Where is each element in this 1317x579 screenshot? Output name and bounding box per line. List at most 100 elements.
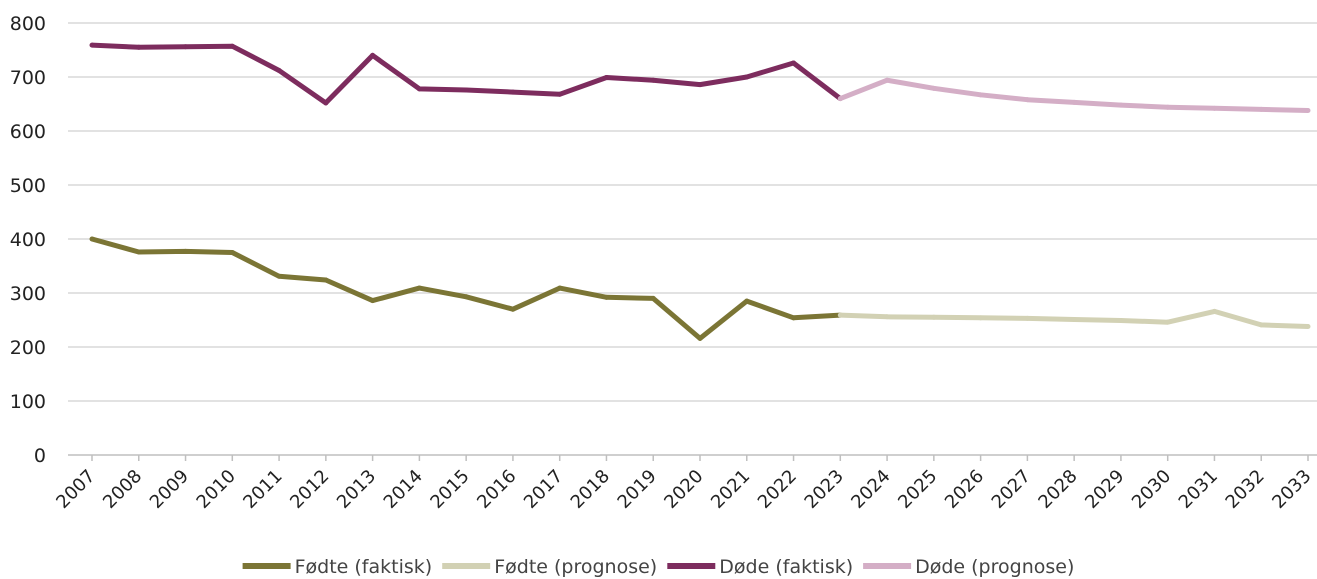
gridlines [68, 22, 1317, 402]
data-point [510, 306, 516, 312]
series-line-d-de-prognose [839, 77, 1309, 113]
data-point [1024, 97, 1030, 103]
legend-item: Fødte (faktisk) [242, 556, 433, 578]
data-point [837, 96, 843, 102]
y-tick-label: 100 [10, 391, 46, 413]
x-tick-label: 2008 [99, 466, 146, 513]
x-tick-label: 2025 [894, 466, 941, 513]
x-tick-label: 2024 [847, 466, 894, 513]
data-point [1305, 323, 1311, 329]
data-point [1305, 107, 1311, 113]
data-point [603, 294, 609, 300]
x-axis: 2007 2008 2009 2010 2011 2012 2013 2014 2015 2016… [52, 454, 1317, 513]
y-tick-label: 700 [10, 67, 46, 89]
data-point [1258, 106, 1264, 112]
data-point [884, 77, 890, 83]
legend: Fødte (faktisk) Fødte (prognose) Døde (fak… [242, 556, 1074, 578]
data-point [1118, 102, 1124, 108]
x-tick-label: 2031 [1175, 466, 1222, 513]
data-point [791, 60, 797, 66]
data-point [416, 285, 422, 291]
data-point [978, 92, 984, 98]
legend-label: Fødte (prognose) [494, 556, 657, 578]
data-point [89, 236, 95, 242]
y-tick-label: 800 [10, 13, 46, 35]
x-tick-label: 2009 [146, 466, 193, 513]
data-point [1211, 105, 1217, 111]
data-point [276, 273, 282, 279]
data-point [697, 335, 703, 341]
x-tick-label: 2029 [1081, 466, 1128, 513]
x-tick-label: 2028 [1034, 466, 1081, 513]
y-tick-label: 600 [10, 121, 46, 143]
data-point [557, 91, 563, 97]
x-tick-label: 2010 [193, 466, 240, 513]
data-point [463, 294, 469, 300]
data-point [1118, 318, 1124, 324]
legend-label: Døde (faktisk) [719, 556, 853, 578]
data-point [697, 82, 703, 88]
y-axis: 0 100 200 300 400 500 600 700 800 [10, 13, 46, 467]
data-point [884, 314, 890, 320]
data-point [229, 250, 235, 255]
x-tick-label: 2032 [1222, 466, 1269, 513]
data-point [136, 44, 142, 50]
data-point [603, 75, 609, 81]
x-tick-label: 2022 [754, 466, 801, 513]
data-point [978, 315, 984, 321]
data-point [510, 89, 516, 95]
data-point [1165, 104, 1171, 110]
data-point [557, 285, 563, 291]
data-point [89, 42, 95, 48]
x-tick-label: 2019 [614, 466, 661, 513]
x-tick-label: 2027 [988, 466, 1035, 513]
x-tick-label: 2007 [52, 466, 99, 513]
data-point [323, 100, 329, 106]
data-point [650, 295, 656, 301]
x-tick-label: 2021 [707, 466, 754, 513]
data-point [1211, 308, 1217, 314]
legend-label: Fødte (faktisk) [295, 556, 433, 578]
data-point [183, 248, 189, 254]
legend-item: Døde (faktisk) [667, 556, 853, 578]
x-tick-label: 2012 [286, 466, 333, 513]
x-tick-label: 2017 [520, 466, 567, 513]
x-tick-label: 2023 [801, 466, 848, 513]
data-point [463, 87, 469, 93]
data-point [370, 52, 376, 58]
x-tick-label: 2018 [567, 466, 614, 513]
data-point [416, 86, 422, 92]
x-tick-label: 2033 [1268, 466, 1315, 513]
data-point [744, 298, 750, 304]
series-line-d-de-faktisk [91, 42, 842, 106]
data-point [791, 315, 797, 321]
y-tick-label: 400 [10, 229, 46, 251]
data-point [1024, 315, 1030, 321]
data-point [931, 314, 937, 320]
x-tick-label: 2016 [473, 466, 520, 513]
x-tick-label: 2015 [426, 466, 473, 513]
y-tick-label: 300 [10, 283, 46, 305]
legend-item: Døde (prognose) [863, 556, 1074, 578]
data-point [650, 77, 656, 83]
y-tick-label: 200 [10, 337, 46, 359]
x-tick-label: 2030 [1128, 466, 1175, 513]
data-point [1071, 99, 1077, 105]
x-tick-label: 2014 [380, 466, 427, 513]
data-point [229, 43, 235, 49]
x-tick-label: 2026 [941, 466, 988, 513]
data-point [1258, 322, 1264, 328]
data-point [1165, 319, 1171, 325]
data-point [323, 277, 329, 283]
data-point [1071, 316, 1077, 322]
data-point [837, 312, 843, 318]
data-point [183, 44, 189, 50]
y-tick-label: 0 [34, 445, 46, 467]
x-tick-label: 2013 [333, 466, 380, 513]
data-point [276, 68, 282, 74]
x-tick-label: 2011 [239, 466, 286, 513]
x-tick-label: 2020 [660, 466, 707, 513]
data-point [931, 85, 937, 91]
